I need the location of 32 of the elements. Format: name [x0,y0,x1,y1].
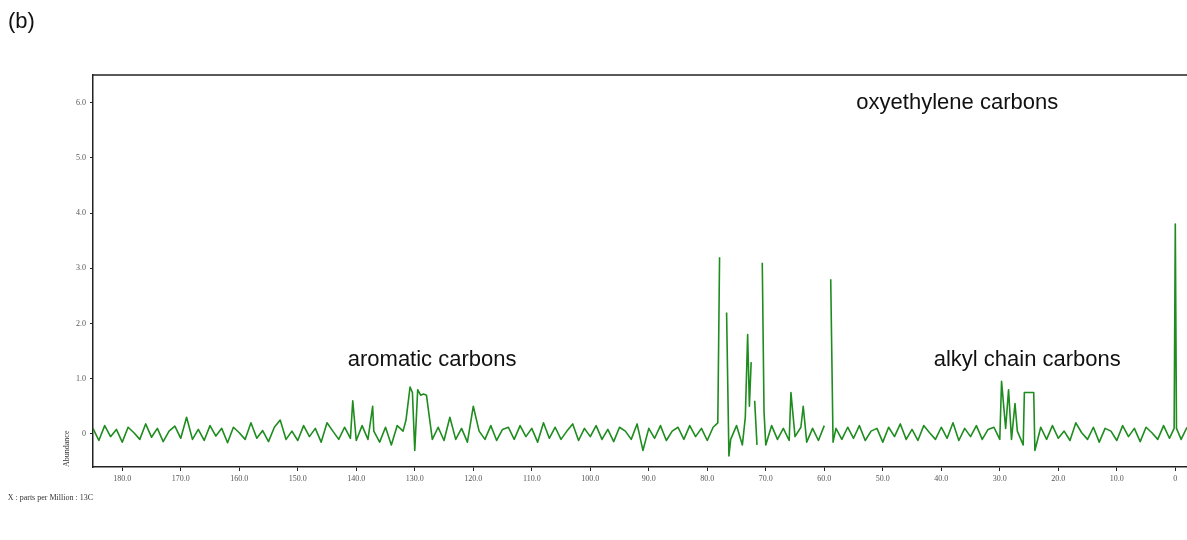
x-tick-label: 70.0 [758,473,773,483]
annotation: oxyethylene carbons [856,88,1059,114]
x-tick-label: 130.0 [405,473,424,483]
x-tick-label: 140.0 [347,473,366,483]
y-tick-label: 4.0 [76,208,86,218]
y-tick-label: 1.0 [76,373,86,383]
x-tick-label: 80.0 [700,473,715,483]
x-tick-label: 20.0 [1051,473,1066,483]
chart-title: (b) [8,8,35,34]
x-tick-label: 40.0 [934,473,949,483]
y-tick-label: 2.0 [76,318,86,328]
x-tick-label: 60.0 [817,473,832,483]
x-tick-label: 110.0 [522,473,541,483]
x-tick-label: 30.0 [992,473,1007,483]
y-tick-label: 5.0 [76,152,86,162]
x-tick-label: 0 [1173,473,1178,483]
x-tick-label: 100.0 [581,473,600,483]
x-axis-title: X : parts per Million : 13C [7,493,93,503]
y-tick-label: 6.0 [76,97,86,107]
x-tick-label: 160.0 [230,473,249,483]
x-tick-label: 50.0 [875,473,890,483]
x-tick-label: 180.0 [113,473,132,483]
y-tick-label: 3.0 [76,263,86,273]
y-tick-label: 0 [82,428,86,438]
x-tick-label: 170.0 [171,473,190,483]
x-tick-label: 90.0 [641,473,656,483]
annotation: alkyl chain carbons [933,346,1121,372]
annotation: aromatic carbons [347,346,517,372]
x-tick-label: 150.0 [288,473,307,483]
x-tick-label: 10.0 [1109,473,1124,483]
y-axis-title: Abundance [61,430,71,467]
x-tick-label: 120.0 [464,473,483,483]
